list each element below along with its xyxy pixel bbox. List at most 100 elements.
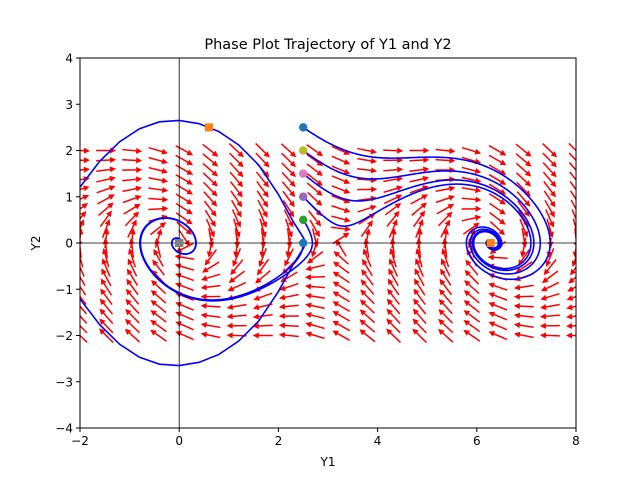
vector-arrow-shaft — [306, 144, 321, 155]
vector-arrow-shaft — [417, 251, 423, 268]
vector-arrow-shaft — [306, 163, 321, 175]
vector-arrow-shaft — [414, 311, 427, 325]
vector-arrow-shaft — [570, 295, 576, 300]
vector-arrow-head — [135, 176, 143, 183]
vector-arrow-head — [109, 166, 117, 173]
vector-arrow-shaft — [308, 210, 320, 224]
vector-arrow-shaft — [153, 292, 167, 304]
vector-arrow-head — [156, 228, 163, 236]
vector-arrow-shaft — [389, 281, 400, 296]
vector-arrow-head — [305, 331, 312, 338]
vector-arrow-shaft — [128, 281, 139, 296]
vector-arrow-shaft — [569, 180, 576, 191]
vector-arrow-head — [263, 170, 270, 178]
vector-arrow-head — [99, 308, 106, 316]
vector-arrow-shaft — [440, 222, 449, 238]
vector-arrow-shaft — [178, 264, 195, 271]
vector-arrow-head — [333, 250, 341, 258]
vector-arrow-shaft — [331, 165, 347, 174]
vector-arrow-shaft — [443, 232, 448, 249]
vector-arrow-shaft — [569, 325, 576, 327]
vector-arrow-shaft — [440, 330, 454, 343]
vector-arrow-head — [226, 303, 234, 310]
vector-arrow-shaft — [175, 193, 190, 203]
vector-arrow-shaft — [257, 199, 267, 215]
vector-arrow-shaft — [175, 183, 190, 194]
vector-arrow-shaft — [519, 248, 531, 263]
vector-arrow-head — [524, 180, 532, 187]
vector-arrow-head — [107, 202, 114, 209]
vector-arrow-shaft — [335, 292, 350, 303]
vector-arrow-shaft — [286, 228, 291, 245]
vector-arrow-shaft — [488, 144, 504, 155]
vector-arrow-shaft — [467, 262, 479, 276]
vector-arrow-head — [161, 177, 169, 184]
vector-arrow-shaft — [332, 234, 347, 245]
vector-arrow-shaft — [103, 261, 111, 277]
vector-arrow-head — [549, 190, 556, 198]
vector-arrow-shaft — [308, 304, 325, 310]
vector-arrow-head — [370, 204, 377, 211]
vector-arrow-head — [305, 321, 312, 328]
vector-arrow-head — [263, 161, 270, 168]
vector-arrow-shaft — [281, 181, 294, 195]
vector-arrow-head — [83, 166, 90, 173]
vector-arrow-shaft — [80, 295, 87, 305]
vector-arrow-shaft — [96, 177, 113, 183]
vector-arrow-head — [200, 303, 207, 310]
vector-arrow-head — [289, 150, 297, 158]
x-axis-ticks: −2 0 2 4 6 8 — [71, 428, 580, 448]
vector-arrow-head — [343, 188, 351, 194]
vector-arrow-head — [499, 218, 506, 225]
vector-arrow-head — [513, 284, 521, 291]
vector-arrow-shaft — [152, 331, 167, 342]
vector-arrow-shaft — [488, 193, 504, 204]
vector-arrow-head — [370, 167, 378, 174]
vector-arrow-head — [226, 322, 233, 329]
vector-arrow-head — [83, 185, 90, 192]
vector-arrow-shaft — [229, 181, 241, 195]
vector-arrow-head — [284, 259, 290, 267]
vector-arrow-head — [124, 318, 132, 326]
vector-arrow-head — [463, 310, 471, 317]
vector-arrow-shaft — [80, 177, 87, 181]
vector-arrow-head — [540, 285, 548, 292]
vector-arrow-head — [126, 278, 133, 286]
vector-arrow-shaft — [96, 186, 113, 194]
vector-arrow-head — [315, 219, 322, 227]
vector-arrow-shaft — [178, 303, 194, 311]
vector-arrow-shaft — [466, 282, 480, 295]
vector-arrow-head — [175, 282, 182, 289]
vector-arrow-head — [175, 311, 182, 318]
initial-point-marker — [299, 169, 308, 178]
vector-arrow-shaft — [202, 172, 216, 185]
vector-arrow-head — [498, 228, 505, 236]
vector-arrow-shaft — [415, 222, 423, 239]
vector-arrow-shaft — [435, 187, 452, 192]
vector-arrow-shaft — [362, 331, 376, 343]
vector-arrow-head — [305, 302, 312, 309]
vector-arrow-shaft — [129, 251, 137, 268]
vector-arrow-shaft — [80, 265, 85, 277]
vector-arrow-head — [236, 180, 244, 188]
x-axis-label: Y1 — [320, 455, 336, 469]
vector-arrow-shaft — [544, 270, 559, 282]
vector-arrow-head — [174, 263, 182, 270]
vector-arrow-shaft — [282, 293, 299, 299]
end-point-marker — [175, 239, 184, 247]
vector-arrow-head — [463, 319, 471, 326]
vector-arrow-shaft — [383, 187, 400, 194]
vector-arrow-head — [210, 210, 217, 217]
vector-arrow-head — [343, 178, 351, 185]
vector-arrow-shaft — [308, 333, 325, 340]
vector-arrow-shaft — [205, 261, 220, 272]
vector-arrow-head — [447, 203, 455, 210]
vector-arrow-head — [125, 288, 132, 296]
vector-arrow-head — [438, 308, 445, 316]
vector-arrow-shaft — [228, 143, 242, 156]
vector-arrow-head — [422, 166, 430, 173]
vector-arrow-head — [464, 280, 471, 287]
vector-arrow-shaft — [154, 262, 166, 276]
vector-arrow-head — [258, 260, 265, 267]
